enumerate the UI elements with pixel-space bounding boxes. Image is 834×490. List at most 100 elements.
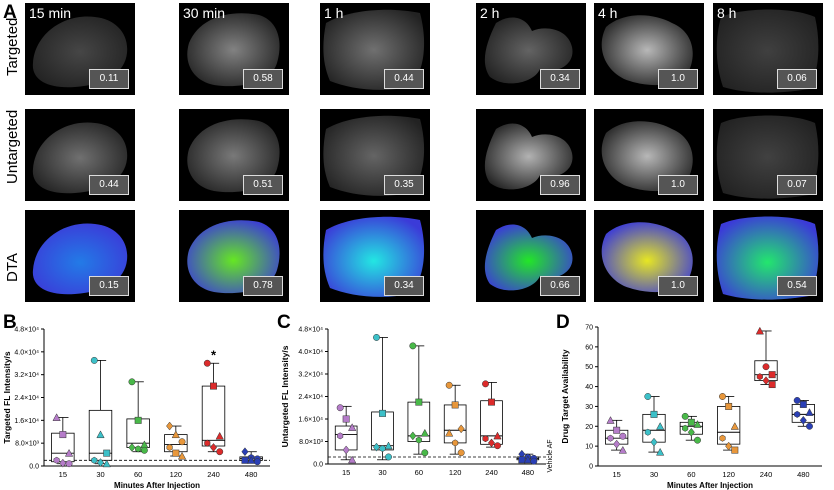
image-dta-5: 0.54 <box>713 210 823 302</box>
panel-c-label: C <box>277 312 291 333</box>
data-point <box>96 458 105 467</box>
tile-value-badge: 0.78 <box>243 276 283 296</box>
y-tick-label: 4.8×10⁴ <box>298 327 323 334</box>
data-point <box>607 434 614 442</box>
data-point <box>687 418 695 426</box>
x-tick-label: 120 <box>170 470 183 479</box>
data-point <box>644 393 652 400</box>
data-point <box>613 439 621 449</box>
y-tick-label: 3.2×10⁴ <box>14 372 39 379</box>
data-point <box>103 449 111 457</box>
y-tick-label: 0 <box>589 464 593 471</box>
x-tick-label: 120 <box>449 468 462 477</box>
y-axis-label: Drug Target Availability <box>560 349 570 443</box>
image-untargeted-2: 0.35 <box>320 109 430 201</box>
time-label: 4 h <box>598 5 618 21</box>
data-point <box>805 408 814 416</box>
image-targeted-4: 4 h 1.0 <box>594 3 704 95</box>
data-point <box>682 424 689 432</box>
time-label: 2 h <box>480 5 500 21</box>
image-targeted-1: 30 min 0.58 <box>179 3 289 95</box>
x-tick-label: 15 <box>59 470 67 479</box>
data-point <box>209 443 218 452</box>
data-point <box>719 393 726 400</box>
data-point <box>687 427 695 437</box>
box <box>443 404 467 444</box>
data-point <box>90 356 98 364</box>
tile-value-badge: 0.35 <box>384 175 424 195</box>
data-point <box>656 422 665 430</box>
data-point <box>606 416 615 424</box>
data-point <box>59 431 67 439</box>
data-point <box>65 460 73 468</box>
data-point <box>693 420 702 428</box>
data-point <box>91 456 98 464</box>
data-point <box>59 458 67 468</box>
data-point <box>794 410 801 418</box>
x-tick-label: 480 <box>522 468 535 477</box>
data-point <box>420 428 429 437</box>
data-point <box>166 421 174 431</box>
data-point <box>762 363 770 371</box>
y-tick-label: 2.4×10⁴ <box>14 395 39 402</box>
tile-value-badge: 1.0 <box>658 175 698 195</box>
data-point <box>140 446 148 454</box>
tile-value-badge: 0.44 <box>384 69 424 89</box>
data-point <box>756 373 763 381</box>
y-axis-label: Targeted FL Intensity/s <box>2 351 12 444</box>
data-point <box>247 456 256 464</box>
x-tick-label: 240 <box>485 468 498 477</box>
data-point <box>445 381 453 389</box>
y-axis-label: Untargeted FL Intensity/s <box>280 345 290 447</box>
tile-value-badge: 0.58 <box>243 69 283 89</box>
data-point <box>650 437 658 447</box>
y-tick-label: 4.0×10⁴ <box>14 349 39 356</box>
data-point <box>379 445 386 453</box>
image-untargeted-1: 0.51 <box>179 109 289 201</box>
data-point <box>342 445 350 455</box>
tile-value-badge: 0.66 <box>540 276 580 296</box>
data-point <box>210 382 217 390</box>
data-point <box>373 333 380 341</box>
y-tick-label: 70 <box>585 325 593 332</box>
data-point <box>523 455 532 464</box>
data-point <box>204 439 211 447</box>
data-point <box>530 457 538 465</box>
x-tick-label: 15 <box>612 470 620 479</box>
data-point <box>342 415 350 423</box>
data-point <box>619 432 627 440</box>
image-dta-0: 0.15 <box>25 210 135 302</box>
panel-d-label: D <box>556 312 570 333</box>
data-point <box>731 446 739 454</box>
data-point <box>415 436 422 444</box>
image-untargeted-4: 1.0 <box>594 109 704 201</box>
data-point <box>64 448 74 457</box>
data-point <box>719 434 726 442</box>
image-dta-1: 0.78 <box>179 210 289 302</box>
tile-value-badge: 0.51 <box>243 175 283 195</box>
data-point <box>755 326 764 335</box>
time-label: 30 min <box>183 5 226 21</box>
row-label-dta: DTA <box>4 253 21 282</box>
data-point <box>457 449 465 457</box>
data-point <box>656 447 665 456</box>
data-point <box>409 431 417 441</box>
y-tick-label: 0.0 <box>29 464 39 471</box>
x-tick-label: 240 <box>207 470 220 479</box>
image-dta-4: 1.0 <box>594 210 704 302</box>
chart-drug-target-availability: 0 10 20 30 40 50 60 70 Drug Target Availability M… <box>560 325 822 490</box>
y-tick-label: 10 <box>585 444 593 451</box>
tile-value-badge: 0.54 <box>777 276 817 296</box>
data-point <box>768 371 776 379</box>
image-untargeted-5: 0.07 <box>713 109 823 201</box>
x-tick-label: 60 <box>415 468 423 477</box>
data-point <box>421 449 429 457</box>
y-tick-label: 60 <box>585 344 593 351</box>
data-point <box>215 431 224 440</box>
data-point <box>203 359 211 367</box>
data-point <box>336 404 344 412</box>
y-tick-label: 4.8×10⁴ <box>14 327 39 334</box>
data-point <box>177 451 187 460</box>
x-tick-label: 30 <box>650 470 658 479</box>
x-tick-label: 240 <box>760 470 773 479</box>
